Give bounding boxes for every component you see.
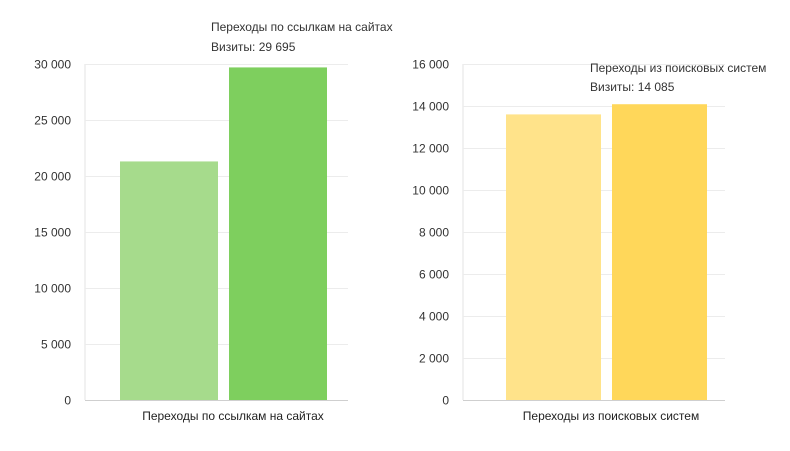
y-tick-label-0-1: 5 000 (41, 338, 71, 352)
y-tick-label-0-3: 15 000 (34, 226, 71, 240)
tooltip-title-0: Переходы по ссылкам на сайтах (211, 20, 393, 34)
y-tick-label-1-1: 2 000 (419, 352, 449, 366)
x-category-label-1: Переходы из поисковых систем (523, 409, 699, 423)
y-tick-label-1-7: 14 000 (412, 100, 449, 114)
y-tick-label-0-0: 0 (64, 394, 71, 408)
y-tick-label-1-4: 8 000 (419, 226, 449, 240)
bar-1-1 (612, 104, 707, 400)
y-tick-label-1-8: 16 000 (412, 58, 449, 72)
tooltip-value-1: Визиты: 14 085 (590, 80, 675, 94)
y-tick-label-0-4: 20 000 (34, 170, 71, 184)
y-tick-label-1-3: 6 000 (419, 268, 449, 282)
y-tick-label-0-5: 25 000 (34, 114, 71, 128)
y-tick-label-1-5: 10 000 (412, 184, 449, 198)
x-category-label-0: Переходы по ссылкам на сайтах (142, 409, 324, 423)
y-tick-label-0-6: 30 000 (34, 58, 71, 72)
y-tick-label-0-2: 10 000 (34, 282, 71, 296)
y-tick-label-1-0: 0 (442, 394, 449, 408)
tooltip-title-1: Переходы из поисковых систем (590, 61, 766, 75)
bar-0-1 (229, 67, 327, 400)
bar-1-0 (506, 114, 601, 401)
tooltip-value-0: Визиты: 29 695 (211, 40, 296, 54)
bar-0-0 (120, 161, 218, 400)
y-tick-label-1-2: 4 000 (419, 310, 449, 324)
y-tick-label-1-6: 12 000 (412, 142, 449, 156)
